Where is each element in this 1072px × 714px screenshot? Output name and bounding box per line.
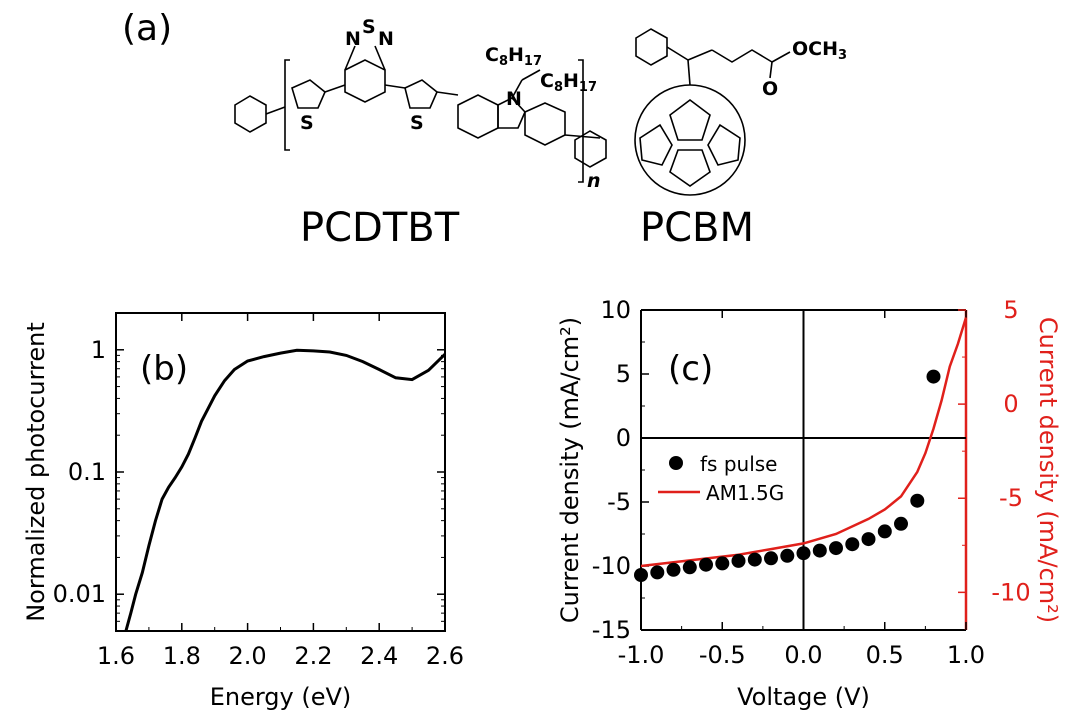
y-tick-label-b: 0.01 bbox=[53, 580, 106, 608]
y-tick-label-c: 0 bbox=[616, 424, 631, 452]
x-tick-label-b: 1.6 bbox=[97, 642, 135, 670]
fs-pulse-point bbox=[845, 537, 860, 552]
fs-pulse-point bbox=[634, 568, 648, 582]
fs-pulse-point bbox=[747, 552, 762, 567]
x-tick-label-b: 2.6 bbox=[426, 642, 464, 670]
pcbm-skeleton bbox=[634, 28, 791, 196]
molecule-name-pcbm: PCBM bbox=[640, 205, 755, 251]
x-axis-label-c: Voltage (V) bbox=[737, 683, 870, 711]
x-tick-label-b: 2.0 bbox=[229, 642, 267, 670]
pcdtbt-atom-n-carbazole: N bbox=[506, 88, 522, 110]
pcdtbt-repeat-n: n bbox=[587, 170, 601, 192]
pcbm-carbonyl-oxygen: O bbox=[762, 78, 779, 100]
y-tick-label-c: 5 bbox=[616, 360, 631, 388]
panel-c-label: (c) bbox=[668, 349, 713, 389]
legend-label-am15g: AM1.5G bbox=[706, 481, 784, 505]
pcdtbt-atom-n1: N bbox=[345, 28, 361, 50]
y2-tick-label-c: -10 bbox=[991, 578, 1030, 606]
x-tick-label-c: 0.5 bbox=[866, 641, 904, 669]
y-tick-label-b: 0.1 bbox=[68, 458, 106, 486]
molecular-structures bbox=[234, 28, 791, 196]
x-tick-label-c: 1.0 bbox=[947, 641, 985, 669]
pcdtbt-atom-n2: N bbox=[378, 28, 394, 50]
pcbm-ester-group: OCH3 bbox=[792, 38, 848, 63]
fs-pulse-point bbox=[926, 369, 941, 384]
x-tick-label-c: -0.5 bbox=[699, 641, 746, 669]
y2-axis-label-c: Current density (mA/cm²) bbox=[1034, 317, 1062, 623]
pcdtbt-skeleton bbox=[234, 45, 607, 183]
x-axis-label-b: Energy (eV) bbox=[210, 683, 352, 711]
panel-b-label: (b) bbox=[140, 349, 188, 389]
fs-pulse-point bbox=[764, 551, 778, 566]
y-tick-label-c: 10 bbox=[600, 296, 631, 324]
x-tick-label-c: -1.0 bbox=[618, 641, 665, 669]
photocurrent-line bbox=[124, 348, 447, 632]
pcdtbt-alkyl-chain-1: C8H17 bbox=[485, 44, 542, 69]
legend-marker-fs-pulse bbox=[669, 456, 683, 470]
legend-label-fs-pulse: fs pulse bbox=[700, 452, 777, 476]
x-tick-label-b: 2.4 bbox=[360, 642, 398, 670]
molecule-name-pcdtbt: PCDTBT bbox=[300, 205, 460, 251]
fs-pulse-point bbox=[682, 560, 697, 575]
y-axis-label-b: Normalized photocurrent bbox=[22, 322, 50, 622]
pcdtbt-atom-s1: S bbox=[362, 16, 376, 38]
fs-pulse-point bbox=[861, 532, 876, 547]
y2-tick-label-c: -5 bbox=[999, 484, 1023, 512]
fs-pulse-point bbox=[877, 524, 892, 539]
panel-a-label: (a) bbox=[122, 8, 173, 49]
x-tick-label-b: 1.8 bbox=[163, 642, 201, 670]
pcdtbt-alkyl-chain-2: C8H17 bbox=[540, 70, 597, 95]
y-tick-label-c: -10 bbox=[592, 552, 631, 580]
am15g-line bbox=[640, 317, 968, 568]
fs-pulse-point bbox=[666, 562, 681, 577]
y-tick-label-c: -15 bbox=[592, 616, 631, 644]
fs-pulse-point bbox=[699, 557, 713, 572]
x-tick-label-b: 2.2 bbox=[294, 642, 332, 670]
fs-pulse-point bbox=[910, 493, 925, 508]
y-axis-label-c: Current density (mA/cm²) bbox=[556, 317, 584, 623]
y-tick-label-b: 1 bbox=[91, 336, 106, 364]
fs-pulse-point bbox=[650, 565, 665, 580]
fs-pulse-point bbox=[780, 548, 795, 563]
x-tick-label-c: 0.0 bbox=[784, 641, 822, 669]
fs-pulse-point bbox=[829, 541, 843, 556]
y2-tick-label-c: 0 bbox=[1003, 390, 1018, 418]
fs-pulse-point bbox=[715, 556, 730, 571]
fs-pulse-point bbox=[731, 553, 746, 568]
y-tick-label-c: -5 bbox=[607, 488, 631, 516]
fs-pulse-point bbox=[894, 516, 908, 531]
fs-pulse-point bbox=[796, 546, 811, 561]
fs-pulse-point bbox=[812, 543, 827, 558]
pcdtbt-atom-s-thiophene1: S bbox=[300, 112, 314, 134]
pcdtbt-atom-s-thiophene2: S bbox=[410, 112, 424, 134]
y2-tick-label-c: 5 bbox=[1003, 296, 1018, 324]
